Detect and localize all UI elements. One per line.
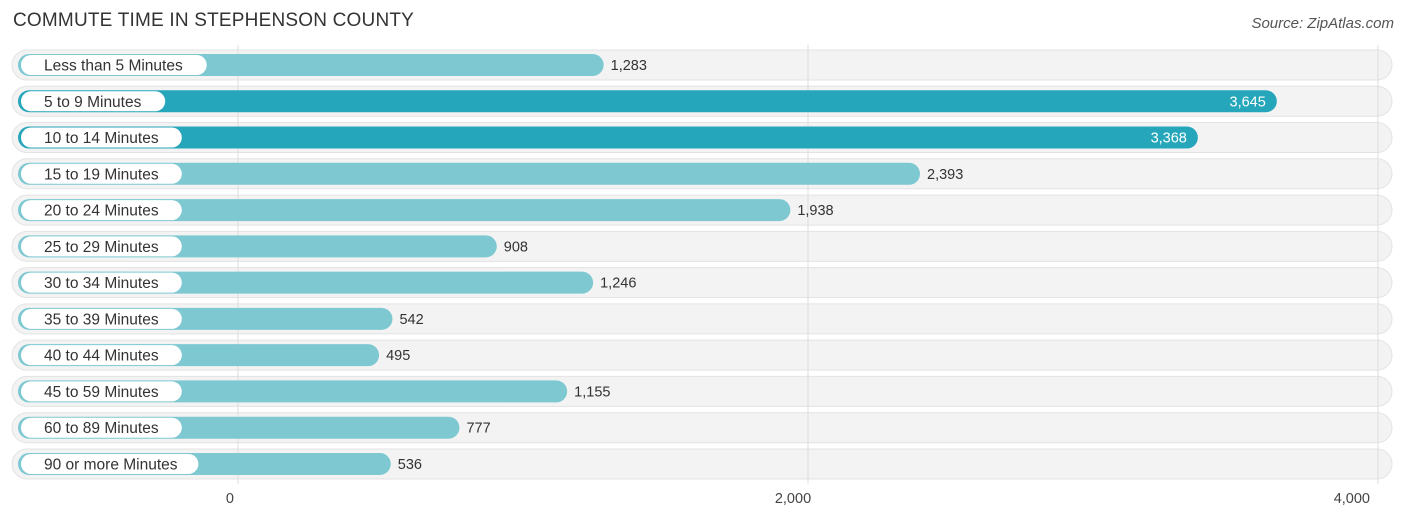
- gridlines: [237, 45, 1379, 484]
- category-pill: [21, 417, 182, 438]
- value-label: 536: [398, 457, 422, 473]
- category-pill: [21, 127, 182, 148]
- x-tick-label: 4,000: [1334, 491, 1370, 507]
- bar: [18, 199, 791, 222]
- value-label: 908: [504, 239, 528, 255]
- category-label: Less than 5 Minutes: [44, 58, 183, 75]
- category-pill: [21, 55, 207, 75]
- category-pill: [21, 163, 182, 184]
- value-label: 3,368: [1151, 131, 1187, 147]
- bar: [18, 126, 1198, 149]
- bar: [18, 90, 1277, 113]
- category-label: 30 to 34 Minutes: [44, 275, 159, 292]
- category-label: 10 to 14 Minutes: [44, 130, 159, 147]
- category-label: 20 to 24 Minutes: [44, 203, 159, 220]
- x-tick-label: 2,000: [775, 491, 811, 507]
- category-pill: [21, 91, 166, 112]
- category-pill: [21, 453, 199, 474]
- category-pill: [21, 236, 182, 257]
- category-pill: [21, 200, 182, 221]
- category-label: 25 to 29 Minutes: [44, 239, 159, 256]
- value-label: 1,155: [574, 384, 610, 400]
- value-label: 1,938: [797, 203, 833, 219]
- source-note: Source: ZipAtlas.com: [1251, 15, 1394, 32]
- category-label: 35 to 39 Minutes: [44, 311, 159, 328]
- category-label: 40 to 44 Minutes: [44, 348, 159, 365]
- value-label: 1,283: [611, 58, 647, 74]
- value-label: 542: [399, 312, 423, 328]
- category-label: 60 to 89 Minutes: [44, 420, 159, 437]
- bar: [18, 162, 921, 185]
- category-pill: [21, 345, 182, 366]
- category-pill: [21, 381, 182, 402]
- row-tracks: [11, 49, 1393, 480]
- x-tick-label: 0: [226, 491, 234, 507]
- value-label: 2,393: [927, 167, 963, 183]
- category-label: 15 to 19 Minutes: [44, 166, 159, 183]
- chart-title: COMMUTE TIME IN STEPHENSON COUNTY: [13, 10, 415, 31]
- value-label: 3,645: [1230, 94, 1266, 110]
- category-pill: [21, 308, 182, 329]
- category-label: 90 or more Minutes: [44, 456, 178, 473]
- value-label: 1,246: [600, 276, 636, 292]
- category-pill: [21, 272, 182, 293]
- category-label: 5 to 9 Minutes: [44, 94, 142, 111]
- value-label: 777: [466, 421, 490, 437]
- category-label: 45 to 59 Minutes: [44, 384, 159, 401]
- value-label: 495: [386, 348, 410, 364]
